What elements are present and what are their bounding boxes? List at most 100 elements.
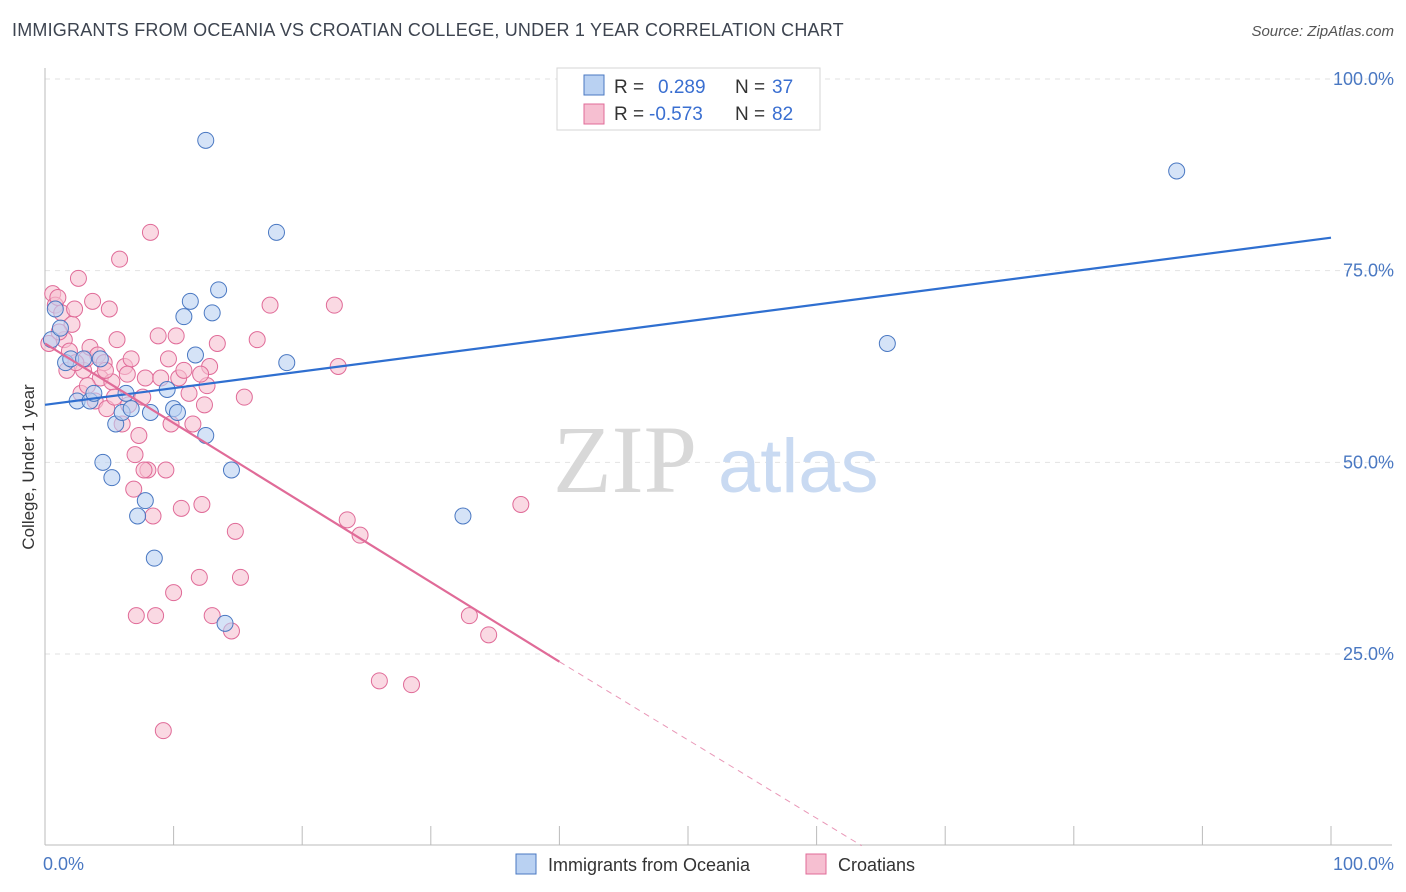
point-croatians-58 [208, 335, 226, 352]
trend-line-croatians [44, 342, 560, 663]
point-oceania-23 [175, 308, 193, 326]
point-croatians-24 [108, 331, 126, 349]
point-oceania-19 [145, 549, 163, 567]
point-oceania-11 [103, 469, 121, 487]
point-croatians-10 [69, 269, 87, 287]
point-oceania-33 [278, 354, 296, 372]
legend-r-label-2: R = [614, 104, 644, 125]
bottom-legend-swatch-blue [515, 853, 537, 875]
y-tick-label-0: 100.0% [1333, 69, 1394, 89]
trend-line-croatians-extension [559, 661, 862, 847]
watermark: ZIP atlas [553, 406, 879, 513]
point-croatians-44 [159, 350, 177, 368]
point-oceania-1 [46, 300, 64, 318]
legend-n-value-2: 82 [772, 104, 793, 125]
bottom-legend-swatch-pink [805, 853, 827, 875]
point-oceania-26 [197, 427, 215, 444]
point-croatians-68 [370, 672, 388, 690]
point-croatians-77 [118, 365, 136, 383]
point-oceania-17 [136, 492, 154, 510]
point-oceania-35 [878, 335, 896, 352]
point-oceania-10 [94, 453, 112, 471]
point-croatians-31 [126, 446, 144, 464]
point-croatians-33 [130, 427, 148, 444]
point-croatians-37 [141, 223, 159, 241]
bottom-legend-label-pink: Croatians [838, 855, 915, 875]
legend-n-value-1: 37 [772, 77, 793, 98]
point-croatians-25 [111, 250, 129, 268]
point-croatians-49 [172, 499, 190, 517]
point-oceania-25 [186, 346, 204, 364]
chart-source: Source: ZipAtlas.com [1251, 23, 1394, 40]
x-tick-label-right: 100.0% [1333, 854, 1394, 874]
trend-line-oceania [44, 236, 1332, 406]
point-croatians-35 [136, 369, 154, 387]
point-croatians-80 [192, 365, 210, 383]
point-oceania-32 [267, 223, 285, 241]
legend-r-label-1: R = [614, 77, 644, 98]
point-croatians-67 [351, 526, 369, 544]
watermark-atlas: atlas [718, 424, 879, 509]
point-croatians-9 [66, 300, 84, 318]
y-tick-label-3: 25.0% [1343, 644, 1394, 664]
point-croatians-51 [184, 415, 202, 433]
y-axis-title: College, Under 1 year [19, 384, 38, 550]
legend-r-value-2: -0.573 [649, 104, 703, 125]
point-croatians-42 [154, 722, 172, 740]
point-croatians-71 [480, 626, 498, 644]
point-croatians-54 [195, 396, 213, 414]
watermark-zip: ZIP [553, 406, 697, 513]
point-croatians-57 [203, 607, 221, 625]
point-croatians-66 [338, 511, 356, 529]
point-croatians-15 [84, 292, 102, 310]
point-oceania-16 [129, 507, 147, 525]
point-croatians-60 [226, 522, 244, 540]
point-oceania-30 [216, 614, 234, 632]
point-croatians-64 [325, 296, 343, 314]
x-tick-labels: 0.0% 100.0% [43, 854, 1394, 874]
point-oceania-22 [168, 404, 186, 421]
point-croatians-69 [403, 676, 421, 694]
point-croatians-78 [135, 461, 153, 479]
point-croatians-46 [165, 584, 183, 602]
point-oceania-2 [51, 319, 69, 337]
legend-n-label-1: N = [735, 77, 765, 98]
legend-r-value-1: 0.289 [658, 77, 706, 98]
point-croatians-29 [122, 350, 140, 368]
point-oceania-15 [122, 400, 140, 418]
point-croatians-53 [193, 496, 211, 513]
point-croatians-40 [149, 327, 167, 345]
legend-swatch-pink [583, 103, 605, 125]
point-oceania-29 [210, 281, 228, 299]
point-oceania-28 [203, 304, 221, 322]
point-croatians-52 [190, 568, 208, 586]
y-tick-label-2: 50.0% [1343, 452, 1394, 472]
legend-swatch-blue [583, 74, 605, 96]
legend-n-label-2: N = [735, 104, 765, 125]
gridlines [45, 78, 1392, 655]
point-croatians-62 [248, 331, 266, 349]
trend-lines [44, 236, 1332, 847]
point-croatians-81 [235, 388, 253, 406]
point-croatians-63 [261, 296, 279, 314]
point-oceania-34 [454, 507, 472, 525]
axes [44, 68, 1392, 846]
point-croatians-61 [231, 568, 249, 586]
point-oceania-36 [1168, 162, 1186, 180]
point-oceania-27 [197, 131, 215, 149]
x-tick-label-left: 0.0% [43, 854, 84, 874]
chart-title: IMMIGRANTS FROM OCEANIA VS CROATIAN COLL… [12, 20, 844, 40]
bottom-legend: Immigrants from Oceania Croatians [515, 853, 915, 875]
y-tick-labels: 100.0% 75.0% 50.0% 25.0% [1333, 69, 1394, 664]
point-croatians-30 [125, 480, 143, 498]
point-croatians-39 [147, 607, 165, 625]
point-croatians-38 [144, 507, 162, 525]
point-croatians-50 [175, 361, 193, 379]
bottom-legend-label-blue: Immigrants from Oceania [548, 855, 751, 875]
point-croatians-43 [157, 461, 175, 479]
point-croatians-21 [100, 300, 118, 318]
legend-box: R = 0.289 N = 37 R = -0.573 N = 82 [556, 67, 821, 131]
point-croatians-70 [460, 607, 478, 625]
point-oceania-31 [222, 461, 240, 479]
